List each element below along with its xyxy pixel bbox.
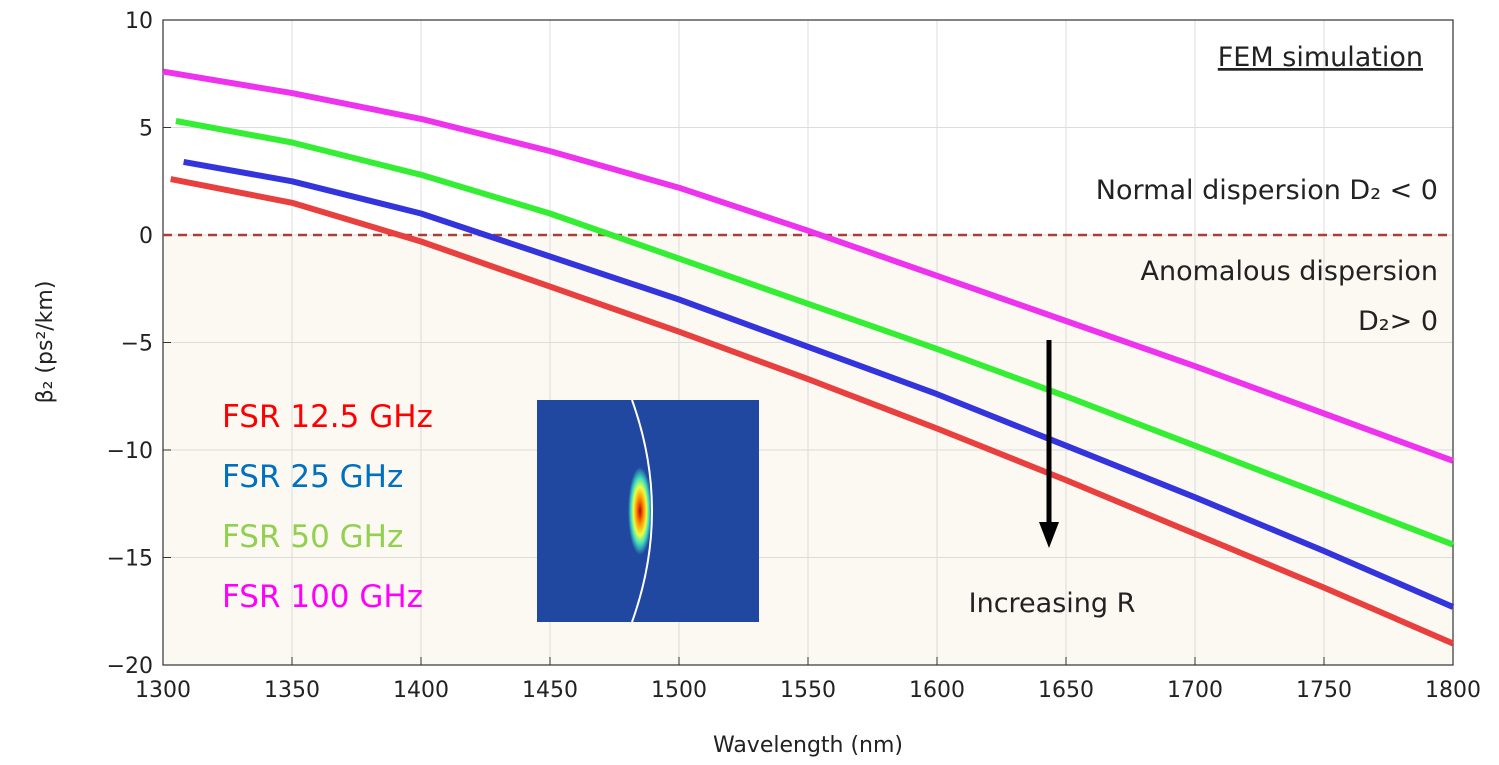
series-line	[175, 118, 1455, 548]
inset-mode	[628, 467, 652, 555]
x-tick-label: 1350	[264, 678, 320, 703]
annotation: Increasing R	[969, 588, 1136, 619]
series-line	[162, 68, 1455, 464]
x-axis-label: Wavelength (nm)	[713, 733, 903, 758]
x-tick-label: 1300	[135, 678, 191, 703]
y-tick-label: −5	[121, 332, 153, 357]
x-tick-label: 1500	[651, 678, 707, 703]
y-tick-label: 5	[139, 117, 153, 142]
arrow	[1039, 340, 1059, 548]
x-tick-label: 1600	[909, 678, 965, 703]
y-tick-label: 10	[125, 9, 153, 34]
x-tick-label: 1650	[1038, 678, 1094, 703]
x-tick-label: 1800	[1425, 678, 1481, 703]
plot-frame	[162, 19, 1454, 666]
arrow-head	[1039, 522, 1059, 548]
y-tick-label: −15	[107, 547, 153, 572]
y-axis-label: β₂ (ps²/km)	[33, 281, 58, 404]
inset-boundary	[631, 399, 653, 623]
legend-entry: FSR 12.5 GHz	[222, 399, 433, 435]
legend-entry: FSR 25 GHz	[222, 459, 403, 495]
x-tick-label: 1450	[522, 678, 578, 703]
series-line	[183, 158, 1455, 610]
x-tick-label: 1750	[1296, 678, 1352, 703]
y-tick-label: 0	[139, 224, 153, 249]
x-tick-label: 1700	[1167, 678, 1223, 703]
x-tick-label: 1400	[393, 678, 449, 703]
inset	[537, 399, 759, 623]
y-tick-label: −10	[107, 439, 153, 464]
x-tick-label: 1550	[780, 678, 836, 703]
annotation: FEM simulation	[1218, 42, 1423, 73]
annotation: D₂> 0	[1358, 306, 1438, 337]
legend-entry: FSR 50 GHz	[222, 519, 403, 555]
series-line	[170, 176, 1455, 647]
y-tick-label: −20	[107, 654, 153, 679]
annotation: Anomalous dispersion	[1141, 256, 1439, 287]
annotation: Normal dispersion D₂ < 0	[1096, 175, 1438, 206]
legend-entry: FSR 100 GHz	[222, 579, 423, 615]
